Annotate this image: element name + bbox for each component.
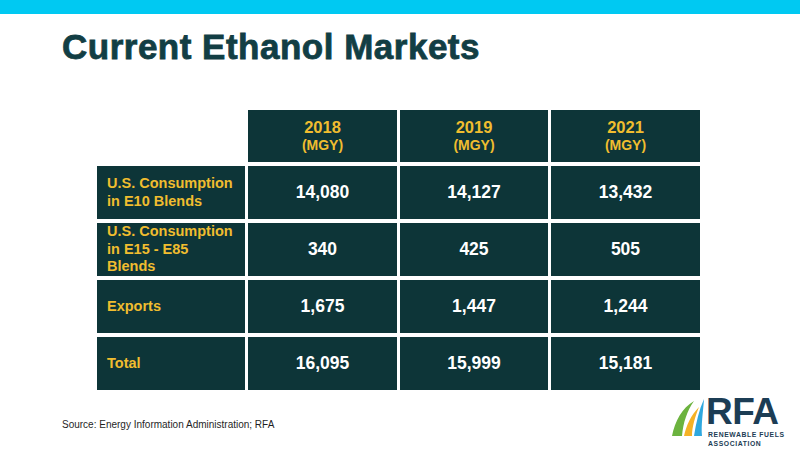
table-cell-exports-2021: 1,244 bbox=[551, 280, 700, 333]
cell-value: 1,675 bbox=[301, 296, 345, 317]
table-cell-e10-2018: 14,080 bbox=[248, 166, 397, 219]
table-cell-e10-2021: 13,432 bbox=[551, 166, 700, 219]
column-header-unit: (MGY) bbox=[302, 137, 343, 153]
row-label-exports: Exports bbox=[97, 280, 245, 333]
column-header-year: 2021 bbox=[607, 118, 644, 137]
table-cell-total-2021: 15,181 bbox=[551, 337, 700, 390]
table-cell-e10-2019: 14,127 bbox=[400, 166, 548, 219]
column-header-2018: 2018 (MGY) bbox=[248, 110, 397, 162]
column-header-year: 2019 bbox=[456, 118, 493, 137]
cell-value: 16,095 bbox=[296, 353, 350, 374]
row-label-e15-e85-blends: U.S. Consumption in E15 - E85 Blends bbox=[97, 223, 245, 276]
source-note: Source: Energy Information Administratio… bbox=[62, 419, 274, 430]
row-label-text: U.S. Consumption in E15 - E85 Blends bbox=[107, 223, 239, 275]
table-cell-exports-2019: 1,447 bbox=[400, 280, 548, 333]
row-label-text: Total bbox=[107, 355, 141, 372]
rfa-org-name: RENEWABLE FUELS ASSOCIATION bbox=[708, 431, 785, 449]
cell-value: 15,999 bbox=[447, 353, 501, 374]
column-header-unit: (MGY) bbox=[605, 137, 646, 153]
cell-value: 1,244 bbox=[604, 296, 648, 317]
rfa-acronym: RFA bbox=[706, 394, 785, 429]
column-header-unit: (MGY) bbox=[453, 137, 494, 153]
cell-value: 1,447 bbox=[452, 296, 496, 317]
row-label-total: Total bbox=[97, 337, 245, 390]
table-cell-e15-2021: 505 bbox=[551, 223, 700, 276]
rfa-logo: RFA RENEWABLE FUELS ASSOCIATION bbox=[668, 394, 785, 449]
table-cell-e15-2018: 340 bbox=[248, 223, 397, 276]
table-cell-total-2019: 15,999 bbox=[400, 337, 548, 390]
top-accent-bar bbox=[0, 0, 800, 14]
cell-value: 15,181 bbox=[599, 353, 653, 374]
slide-title: Current Ethanol Markets bbox=[62, 27, 480, 67]
row-label-text: Exports bbox=[107, 298, 161, 315]
cell-value: 14,080 bbox=[296, 182, 350, 203]
cell-value: 13,432 bbox=[599, 182, 653, 203]
slide-canvas: Current Ethanol Markets 2018 (MGY) 2019 … bbox=[0, 0, 800, 450]
rfa-org-name-line1: RENEWABLE FUELS bbox=[708, 431, 785, 438]
cell-value: 425 bbox=[459, 239, 488, 260]
rfa-logo-text: RFA RENEWABLE FUELS ASSOCIATION bbox=[706, 394, 785, 449]
rfa-leaf-icon bbox=[668, 397, 708, 439]
row-label-e10-blends: U.S. Consumption in E10 Blends bbox=[97, 166, 245, 219]
column-header-2019: 2019 (MGY) bbox=[400, 110, 548, 162]
rfa-org-name-line2: ASSOCIATION bbox=[708, 440, 761, 447]
ethanol-markets-table: 2018 (MGY) 2019 (MGY) 2021 (MGY) U.S. Co… bbox=[97, 110, 700, 390]
cell-value: 14,127 bbox=[447, 182, 501, 203]
column-header-2021: 2021 (MGY) bbox=[551, 110, 700, 162]
cell-value: 340 bbox=[308, 239, 337, 260]
table-cell-exports-2018: 1,675 bbox=[248, 280, 397, 333]
column-header-year: 2018 bbox=[304, 118, 341, 137]
table-cell-e15-2019: 425 bbox=[400, 223, 548, 276]
table-cell-total-2018: 16,095 bbox=[248, 337, 397, 390]
row-label-text: U.S. Consumption in E10 Blends bbox=[107, 175, 239, 210]
table-corner-cell bbox=[97, 110, 245, 162]
cell-value: 505 bbox=[611, 239, 640, 260]
